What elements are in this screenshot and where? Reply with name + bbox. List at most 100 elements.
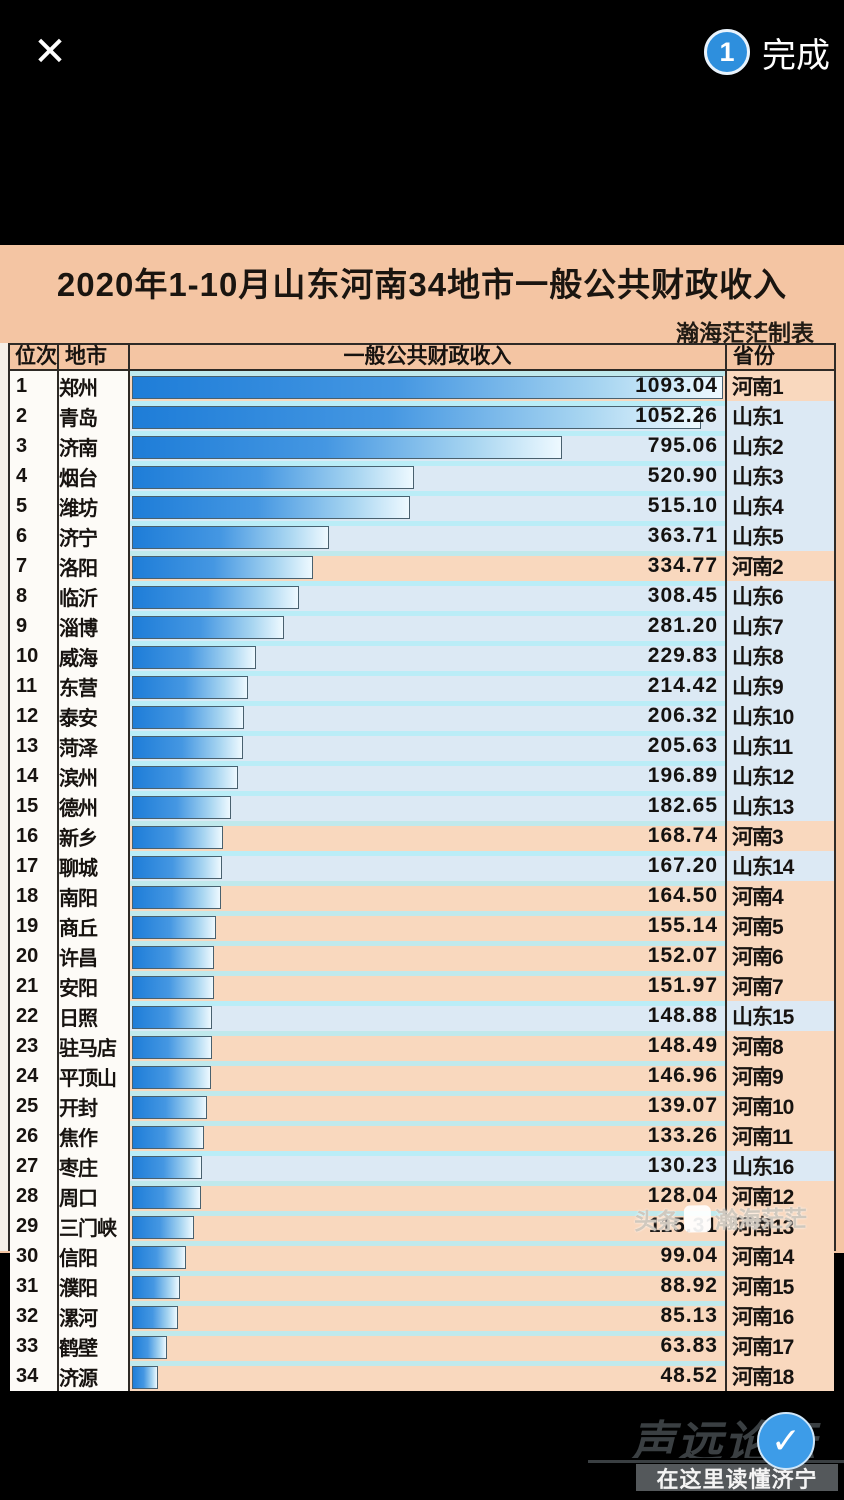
- city-cell: 聊城: [59, 851, 130, 881]
- province-cell: 山东16: [732, 1156, 794, 1179]
- city-cell: 平顶山: [59, 1061, 130, 1091]
- revenue-bar: [132, 466, 414, 489]
- revenue-bar: [132, 886, 221, 909]
- revenue-table: 位次 地市 一般公共财政收入 省份 1 郑州 1093.04 河南1 2 青岛 …: [8, 343, 836, 1391]
- row-separator-stripe: [130, 671, 725, 676]
- revenue-bar: [132, 586, 299, 609]
- province-cell: 山东14: [732, 856, 794, 879]
- row-separator-stripe: [130, 521, 725, 526]
- done-button[interactable]: 1 完成: [704, 26, 830, 78]
- revenue-bar: [132, 706, 244, 729]
- revenue-value: 515.10: [647, 494, 718, 517]
- revenue-value: 63.83: [660, 1334, 718, 1357]
- province-cell: 山东2: [732, 436, 784, 459]
- selection-count-badge: 1: [704, 29, 750, 75]
- province-cell: 山东11: [732, 736, 793, 759]
- rank-cell: 28: [10, 1181, 59, 1211]
- revenue-value: 308.45: [647, 584, 718, 607]
- left-gutter: [0, 343, 8, 1251]
- revenue-bar: [132, 1096, 208, 1119]
- table-row: 21 安阳 151.97 河南7: [10, 971, 834, 1001]
- row-separator-stripe: [130, 1151, 725, 1156]
- header-rank: 位次: [10, 345, 59, 369]
- row-separator-stripe: [130, 1001, 725, 1006]
- province-cell: 河南11: [732, 1126, 793, 1149]
- watermark-toutiao-prefix: 头条: [633, 1207, 681, 1235]
- revenue-bar: [132, 1366, 159, 1389]
- revenue-value: 148.49: [647, 1034, 718, 1057]
- row-separator-stripe: [130, 821, 725, 826]
- rank-cell: 12: [10, 701, 59, 731]
- city-cell: 济宁: [59, 521, 130, 551]
- city-cell: 滨州: [59, 761, 130, 791]
- table-row: 16 新乡 168.74 河南3: [10, 821, 834, 851]
- table-row: 34 济源 48.52 河南18: [10, 1361, 834, 1391]
- revenue-bar: [132, 526, 329, 549]
- rank-cell: 34: [10, 1361, 59, 1391]
- row-separator-stripe: [130, 611, 725, 616]
- city-cell: 济源: [59, 1361, 130, 1391]
- table-row: 17 聊城 167.20 山东14: [10, 851, 834, 881]
- revenue-bar: [132, 406, 701, 429]
- city-cell: 鹤壁: [59, 1331, 130, 1361]
- table-row: 23 驻马店 148.49 河南8: [10, 1031, 834, 1061]
- revenue-bar: [132, 1336, 167, 1359]
- revenue-value: 206.32: [647, 704, 718, 727]
- plot-cell: 133.26: [130, 1121, 727, 1151]
- city-cell: 东营: [59, 671, 130, 701]
- revenue-value: 281.20: [647, 614, 718, 637]
- row-separator-stripe: [130, 491, 725, 496]
- row-separator-stripe: [130, 881, 725, 886]
- city-cell: 威海: [59, 641, 130, 671]
- revenue-value: 205.63: [647, 734, 718, 757]
- plot-cell: 206.32: [130, 701, 727, 731]
- rank-cell: 8: [10, 581, 59, 611]
- table-row: 29 三门峡 115.31 河南13: [10, 1211, 834, 1241]
- image-picker-topbar: ✕ 1 完成: [0, 0, 844, 110]
- rank-cell: 27: [10, 1151, 59, 1181]
- city-cell: 淄博: [59, 611, 130, 641]
- revenue-value: 182.65: [647, 794, 718, 817]
- province-cell: 河南9: [732, 1066, 784, 1089]
- province-cell: 山东13: [732, 796, 794, 819]
- table-row: 25 开封 139.07 河南10: [10, 1091, 834, 1121]
- header-revenue: 一般公共财政收入: [130, 345, 727, 369]
- table-row: 6 济宁 363.71 山东5: [10, 521, 834, 551]
- province-cell: 河南4: [732, 886, 784, 909]
- city-cell: 焦作: [59, 1121, 130, 1151]
- province-cell: 山东4: [732, 496, 784, 519]
- rank-cell: 4: [10, 461, 59, 491]
- row-separator-stripe: [130, 851, 725, 856]
- rank-cell: 20: [10, 941, 59, 971]
- row-separator-stripe: [130, 701, 725, 706]
- table-row: 9 淄博 281.20 山东7: [10, 611, 834, 641]
- table-row: 14 滨州 196.89 山东12: [10, 761, 834, 791]
- revenue-bar: [132, 1156, 203, 1179]
- plot-cell: 168.74: [130, 821, 727, 851]
- province-cell: 河南6: [732, 946, 784, 969]
- rank-cell: 18: [10, 881, 59, 911]
- rank-cell: 3: [10, 431, 59, 461]
- revenue-value: 196.89: [647, 764, 718, 787]
- table-row: 33 鹤壁 63.83 河南17: [10, 1331, 834, 1361]
- toutiao-app-icon: [683, 1204, 712, 1233]
- plot-cell: 146.96: [130, 1061, 727, 1091]
- revenue-bar: [132, 376, 723, 399]
- plot-cell: 515.10: [130, 491, 727, 521]
- close-icon[interactable]: ✕: [33, 30, 67, 74]
- table-row: 18 南阳 164.50 河南4: [10, 881, 834, 911]
- province-cell: 山东7: [732, 616, 784, 639]
- revenue-value: 167.20: [647, 854, 718, 877]
- city-cell: 三门峡: [59, 1211, 130, 1241]
- rank-cell: 2: [10, 401, 59, 431]
- revenue-value: 88.92: [660, 1274, 718, 1297]
- row-separator-stripe: [130, 1061, 725, 1066]
- rank-cell: 9: [10, 611, 59, 641]
- revenue-value: 146.96: [647, 1064, 718, 1087]
- city-cell: 烟台: [59, 461, 130, 491]
- row-separator-stripe: [130, 371, 725, 376]
- city-cell: 商丘: [59, 911, 130, 941]
- image-select-checkbox[interactable]: ✓: [757, 1412, 815, 1470]
- row-separator-stripe: [130, 971, 725, 976]
- rank-cell: 21: [10, 971, 59, 1001]
